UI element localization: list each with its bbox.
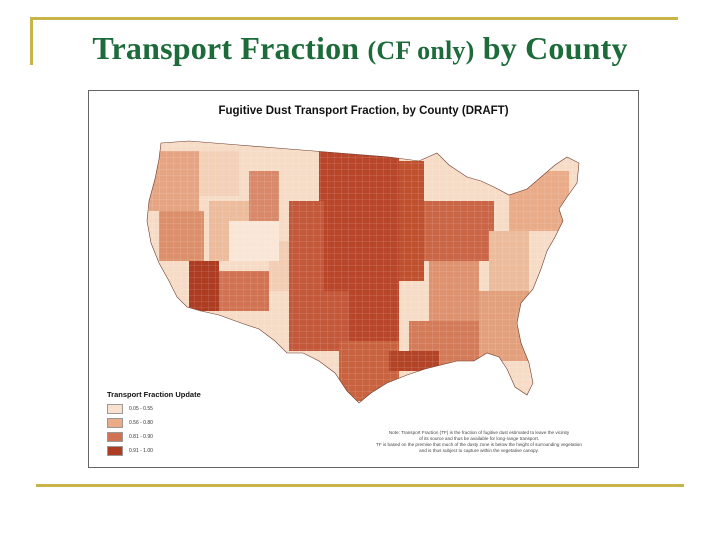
slide-title-end: by County (482, 30, 628, 66)
legend-label: 0.91 - 1.00 (129, 448, 153, 454)
accent-vertical-line (30, 17, 33, 65)
slide-title: Transport Fraction (CF only) by County (0, 30, 720, 67)
map-figure: Fugitive Dust Transport Fraction, by Cou… (88, 90, 639, 468)
slide-title-main: Transport Fraction (92, 30, 360, 66)
legend-item: 0.05 - 0.55 (107, 402, 201, 416)
legend-item: 0.91 - 1.00 (107, 444, 201, 458)
legend-label: 0.81 - 0.90 (129, 434, 153, 440)
legend-item: 0.81 - 0.90 (107, 430, 201, 444)
legend-swatch (107, 446, 123, 456)
legend-swatch (107, 432, 123, 442)
accent-top-line (30, 17, 678, 20)
map-legend: Transport Fraction Update 0.05 - 0.55 0.… (107, 390, 201, 458)
legend-swatch (107, 418, 123, 428)
footnote-line: of its source and thus be available for … (418, 436, 540, 441)
map-title: Fugitive Dust Transport Fraction, by Cou… (218, 105, 509, 117)
footnote-line: TF is based on the premise that much of … (376, 442, 582, 447)
slide-title-qualifier: (CF only) (367, 36, 475, 65)
us-outline (146, 140, 580, 404)
legend-label: 0.56 - 0.80 (129, 420, 153, 426)
legend-item: 0.56 - 0.80 (107, 416, 201, 430)
accent-bottom-line (36, 484, 684, 487)
footnote-line: and is thus subject to capture within th… (419, 448, 539, 453)
legend-title: Transport Fraction Update (107, 390, 201, 399)
legend-swatch (107, 404, 123, 414)
footnote-line: Note: Transport Fraction (TF) is the fra… (388, 430, 570, 435)
map-footnote: Note: Transport Fraction (TF) is the fra… (333, 430, 625, 454)
legend-label: 0.05 - 0.55 (129, 406, 153, 412)
us-county-map (146, 140, 580, 404)
